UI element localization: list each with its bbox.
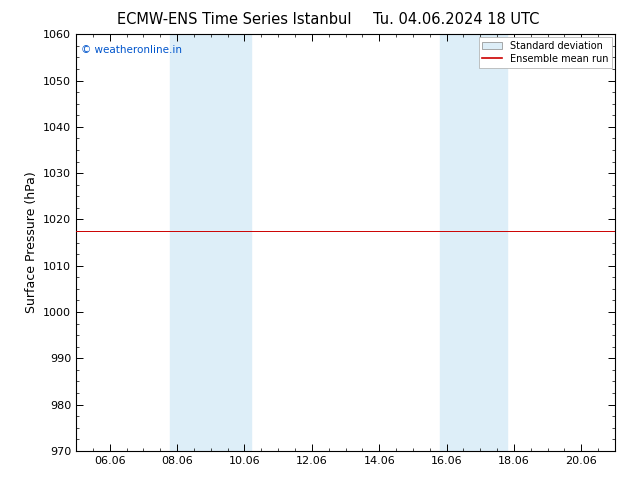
Text: © weatheronline.in: © weatheronline.in — [81, 45, 183, 55]
Bar — [440, 34, 507, 451]
Y-axis label: Surface Pressure (hPa): Surface Pressure (hPa) — [25, 172, 37, 314]
Bar — [171, 34, 251, 451]
Text: ECMW-ENS Time Series Istanbul: ECMW-ENS Time Series Istanbul — [117, 12, 352, 27]
Legend: Standard deviation, Ensemble mean run: Standard deviation, Ensemble mean run — [479, 37, 612, 68]
Text: Tu. 04.06.2024 18 UTC: Tu. 04.06.2024 18 UTC — [373, 12, 540, 27]
